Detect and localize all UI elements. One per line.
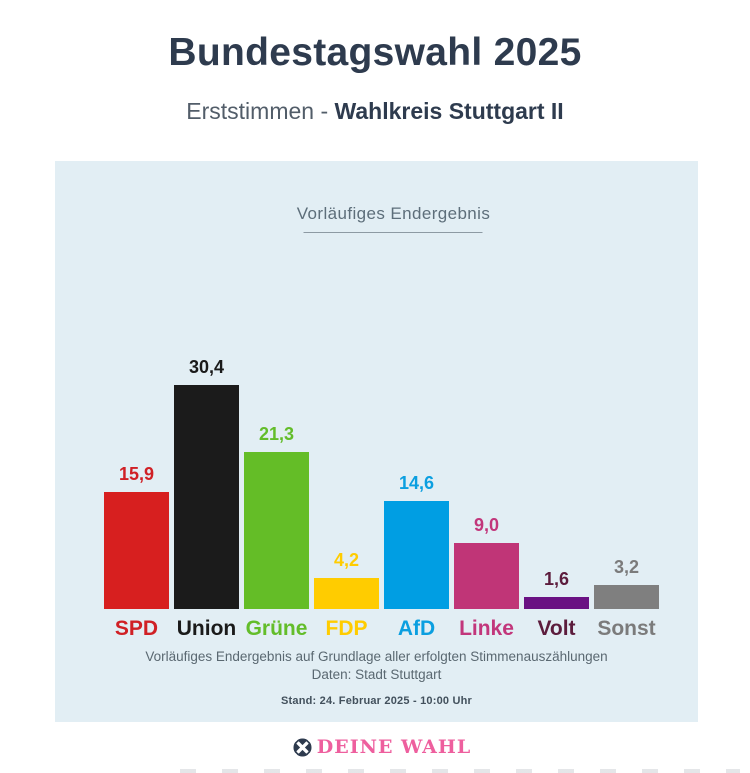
bar-label: Grüne [245, 617, 308, 640]
bar-label: FDP [325, 617, 368, 640]
bar [454, 543, 519, 609]
bar [174, 385, 239, 609]
bar-group-spd: 15,9 SPD [104, 464, 169, 642]
bar [104, 492, 169, 609]
footnote-line1: Vorläufiges Endergebnis auf Grundlage al… [145, 649, 608, 664]
cutoff-text-strip [180, 769, 740, 773]
bar [314, 578, 379, 609]
bar-group-afd: 14,6 AfD [384, 473, 449, 642]
bar-group-union: 30,4 Union [174, 357, 239, 642]
bar-value: 21,3 [258, 424, 295, 444]
bar-group-fdp: 4,2 FDP [314, 550, 379, 642]
bar-value: 30,4 [188, 357, 225, 377]
bar-value: 4,2 [333, 550, 360, 570]
bar-value: 14,6 [398, 473, 435, 493]
bar-label: SPD [114, 617, 159, 640]
deine-wahl-logo: DEINE WAHL [7, 736, 750, 758]
bar-group-grne: 21,3 Grüne [244, 424, 309, 642]
bar-group-volt: 1,6 Volt [524, 569, 589, 642]
status-label: Vorläufiges Endergebnis [296, 204, 491, 223]
subtitle-prefix: Erststimmen - [186, 98, 329, 124]
chart-panel: Vorläufiges Endergebnis 15,9 SPD 30,4 Union… [55, 161, 698, 722]
footnotes: Vorläufiges Endergebnis auf Grundlage al… [55, 648, 698, 710]
bar-label: Sonst [597, 617, 656, 640]
bar-value: 9,0 [473, 515, 500, 535]
bar [384, 501, 449, 609]
subtitle-district: Wahlkreis Stuttgart II [334, 98, 564, 124]
bar-group-linke: 9,0 Linke [454, 515, 519, 642]
bar-label: Volt [537, 617, 576, 640]
bar-value: 3,2 [613, 557, 640, 577]
bar [524, 597, 589, 609]
ballot-x-icon [293, 738, 312, 757]
page-title: Bundestagswahl 2025 [168, 31, 582, 74]
bar-label: Linke [459, 617, 514, 640]
bar-value: 1,6 [543, 569, 570, 589]
bar-label: AfD [397, 617, 436, 640]
bar [594, 585, 659, 609]
status-underline [303, 232, 482, 233]
page-subtitle: Erststimmen - Wahlkreis Stuttgart II [0, 98, 750, 125]
brand-text: DEINE WAHL [316, 736, 472, 758]
bar-group-sonst: 3,2 Sonst [594, 557, 659, 642]
bar-value: 15,9 [118, 464, 155, 484]
stand-line: Stand: 24. Februar 2025 - 10:00 Uhr [280, 695, 472, 707]
bar-label: Union [176, 617, 237, 640]
bar [244, 452, 309, 609]
bar-chart: 15,9 SPD 30,4 Union 21,3 Grüne 4,2 FDP 14,6 AfD 9,… [60, 357, 703, 642]
footnote-line2: Daten: Stadt Stuttgart [311, 667, 442, 682]
